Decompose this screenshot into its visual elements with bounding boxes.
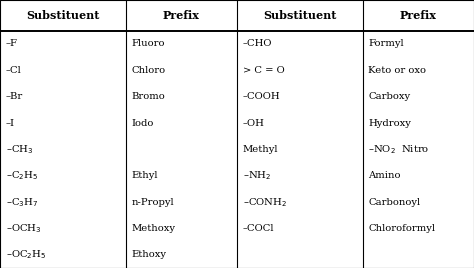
Text: Keto or oxo: Keto or oxo bbox=[368, 66, 426, 75]
Text: –CONH$_2$: –CONH$_2$ bbox=[243, 196, 287, 209]
Text: –COOH: –COOH bbox=[243, 92, 280, 101]
Text: Methyl: Methyl bbox=[243, 145, 278, 154]
Text: Ethoxy: Ethoxy bbox=[131, 250, 166, 259]
Text: Methoxy: Methoxy bbox=[131, 224, 175, 233]
Text: Hydroxy: Hydroxy bbox=[368, 118, 411, 128]
Text: Prefix: Prefix bbox=[400, 10, 437, 21]
Text: –C$_3$H$_7$: –C$_3$H$_7$ bbox=[6, 196, 38, 209]
Text: –F: –F bbox=[6, 39, 18, 49]
Text: –Br: –Br bbox=[6, 92, 23, 101]
Text: Chloroformyl: Chloroformyl bbox=[368, 224, 435, 233]
Text: Fluoro: Fluoro bbox=[131, 39, 165, 49]
Text: –C$_2$H$_5$: –C$_2$H$_5$ bbox=[6, 169, 38, 182]
Text: –NH$_2$: –NH$_2$ bbox=[243, 169, 271, 182]
Text: Formyl: Formyl bbox=[368, 39, 404, 49]
Text: Amino: Amino bbox=[368, 171, 401, 180]
Text: Substituent: Substituent bbox=[26, 10, 100, 21]
Text: –OH: –OH bbox=[243, 118, 264, 128]
Text: Iodo: Iodo bbox=[131, 118, 154, 128]
Text: n-Propyl: n-Propyl bbox=[131, 198, 174, 207]
Text: > C = O: > C = O bbox=[243, 66, 284, 75]
Text: Substituent: Substituent bbox=[263, 10, 337, 21]
Text: –CH$_3$: –CH$_3$ bbox=[6, 143, 33, 156]
Text: –OCH$_3$: –OCH$_3$ bbox=[6, 222, 41, 235]
Text: –Cl: –Cl bbox=[6, 66, 21, 75]
Text: –NO$_2$  Nitro: –NO$_2$ Nitro bbox=[368, 143, 430, 156]
Text: –COCl: –COCl bbox=[243, 224, 274, 233]
Text: Carbonoyl: Carbonoyl bbox=[368, 198, 420, 207]
Text: –I: –I bbox=[6, 118, 15, 128]
Text: –CHO: –CHO bbox=[243, 39, 272, 49]
Text: Carboxy: Carboxy bbox=[368, 92, 410, 101]
Text: –OC$_2$H$_5$: –OC$_2$H$_5$ bbox=[6, 248, 46, 261]
Text: Bromo: Bromo bbox=[131, 92, 165, 101]
Text: Ethyl: Ethyl bbox=[131, 171, 158, 180]
Text: Chloro: Chloro bbox=[131, 66, 165, 75]
Text: Prefix: Prefix bbox=[163, 10, 200, 21]
